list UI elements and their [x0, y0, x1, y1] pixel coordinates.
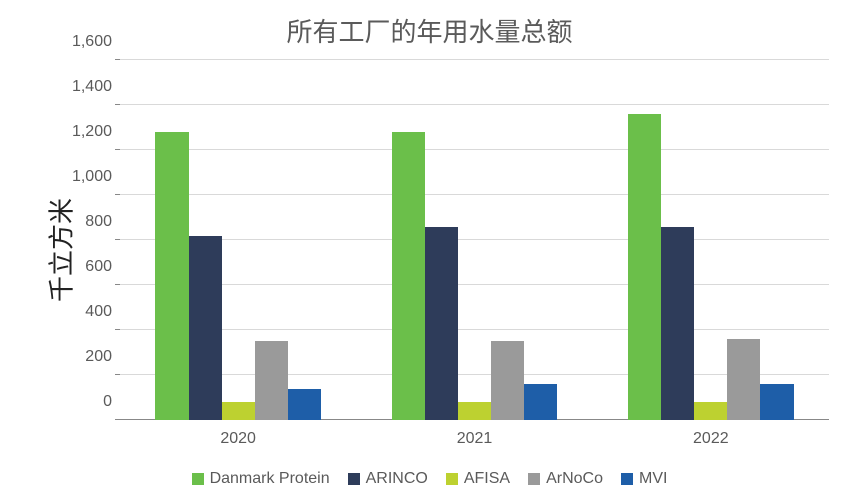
legend-swatch: [192, 473, 204, 485]
plot-area: 02004006008001,0001,2001,4001,6002020202…: [120, 60, 829, 420]
bar: [491, 341, 524, 420]
ytick-mark: [115, 104, 120, 105]
gridline: [120, 374, 829, 375]
bar: [255, 341, 288, 420]
legend-swatch: [528, 473, 540, 485]
legend-label: AFISA: [464, 470, 510, 488]
gridline: [120, 59, 829, 60]
bar: [222, 402, 255, 420]
legend-item: ArNoCo: [528, 470, 603, 488]
legend-item: AFISA: [446, 470, 510, 488]
ytick-mark: [115, 149, 120, 150]
ytick-label: 800: [85, 213, 120, 231]
ytick-mark: [115, 284, 120, 285]
xtick-label: 2022: [693, 420, 729, 448]
ytick-mark: [115, 329, 120, 330]
bar: [458, 402, 491, 420]
bar: [425, 227, 458, 421]
bar: [694, 402, 727, 420]
bar: [189, 236, 222, 421]
bar: [727, 339, 760, 420]
legend-item: ARINCO: [348, 470, 428, 488]
bar: [155, 132, 188, 420]
bar: [661, 227, 694, 421]
legend-item: MVI: [621, 470, 667, 488]
legend-label: Danmark Protein: [210, 470, 330, 488]
ytick-label: 400: [85, 303, 120, 321]
ytick-mark: [115, 194, 120, 195]
ytick-mark: [115, 239, 120, 240]
legend-swatch: [348, 473, 360, 485]
legend-swatch: [621, 473, 633, 485]
ytick-label: 200: [85, 348, 120, 366]
gridline: [120, 284, 829, 285]
gridline: [120, 104, 829, 105]
legend-label: MVI: [639, 470, 667, 488]
ytick-label: 1,200: [72, 123, 120, 141]
legend-label: ARINCO: [366, 470, 428, 488]
legend-label: ArNoCo: [546, 470, 603, 488]
bar: [288, 389, 321, 421]
ytick-label: 0: [103, 393, 120, 411]
chart-title: 所有工厂的年用水量总额: [0, 12, 859, 49]
bar: [524, 384, 557, 420]
xtick-label: 2021: [457, 420, 493, 448]
y-axis-label: 千立方米: [42, 198, 79, 302]
xtick-label: 2020: [220, 420, 256, 448]
gridline: [120, 194, 829, 195]
chart-container: 所有工厂的年用水量总额 千立方米 02004006008001,0001,200…: [0, 0, 859, 500]
legend: Danmark Protein ARINCO AFISA ArNoCo MVI: [0, 470, 859, 488]
ytick-label: 1,400: [72, 78, 120, 96]
gridline: [120, 329, 829, 330]
gridline: [120, 239, 829, 240]
bar: [760, 384, 793, 420]
gridline: [120, 149, 829, 150]
ytick-label: 1,600: [72, 33, 120, 51]
ytick-label: 600: [85, 258, 120, 276]
legend-swatch: [446, 473, 458, 485]
legend-item: Danmark Protein: [192, 470, 330, 488]
ytick-mark: [115, 59, 120, 60]
ytick-mark: [115, 419, 120, 420]
ytick-mark: [115, 374, 120, 375]
bar: [628, 114, 661, 420]
bar: [392, 132, 425, 420]
ytick-label: 1,000: [72, 168, 120, 186]
